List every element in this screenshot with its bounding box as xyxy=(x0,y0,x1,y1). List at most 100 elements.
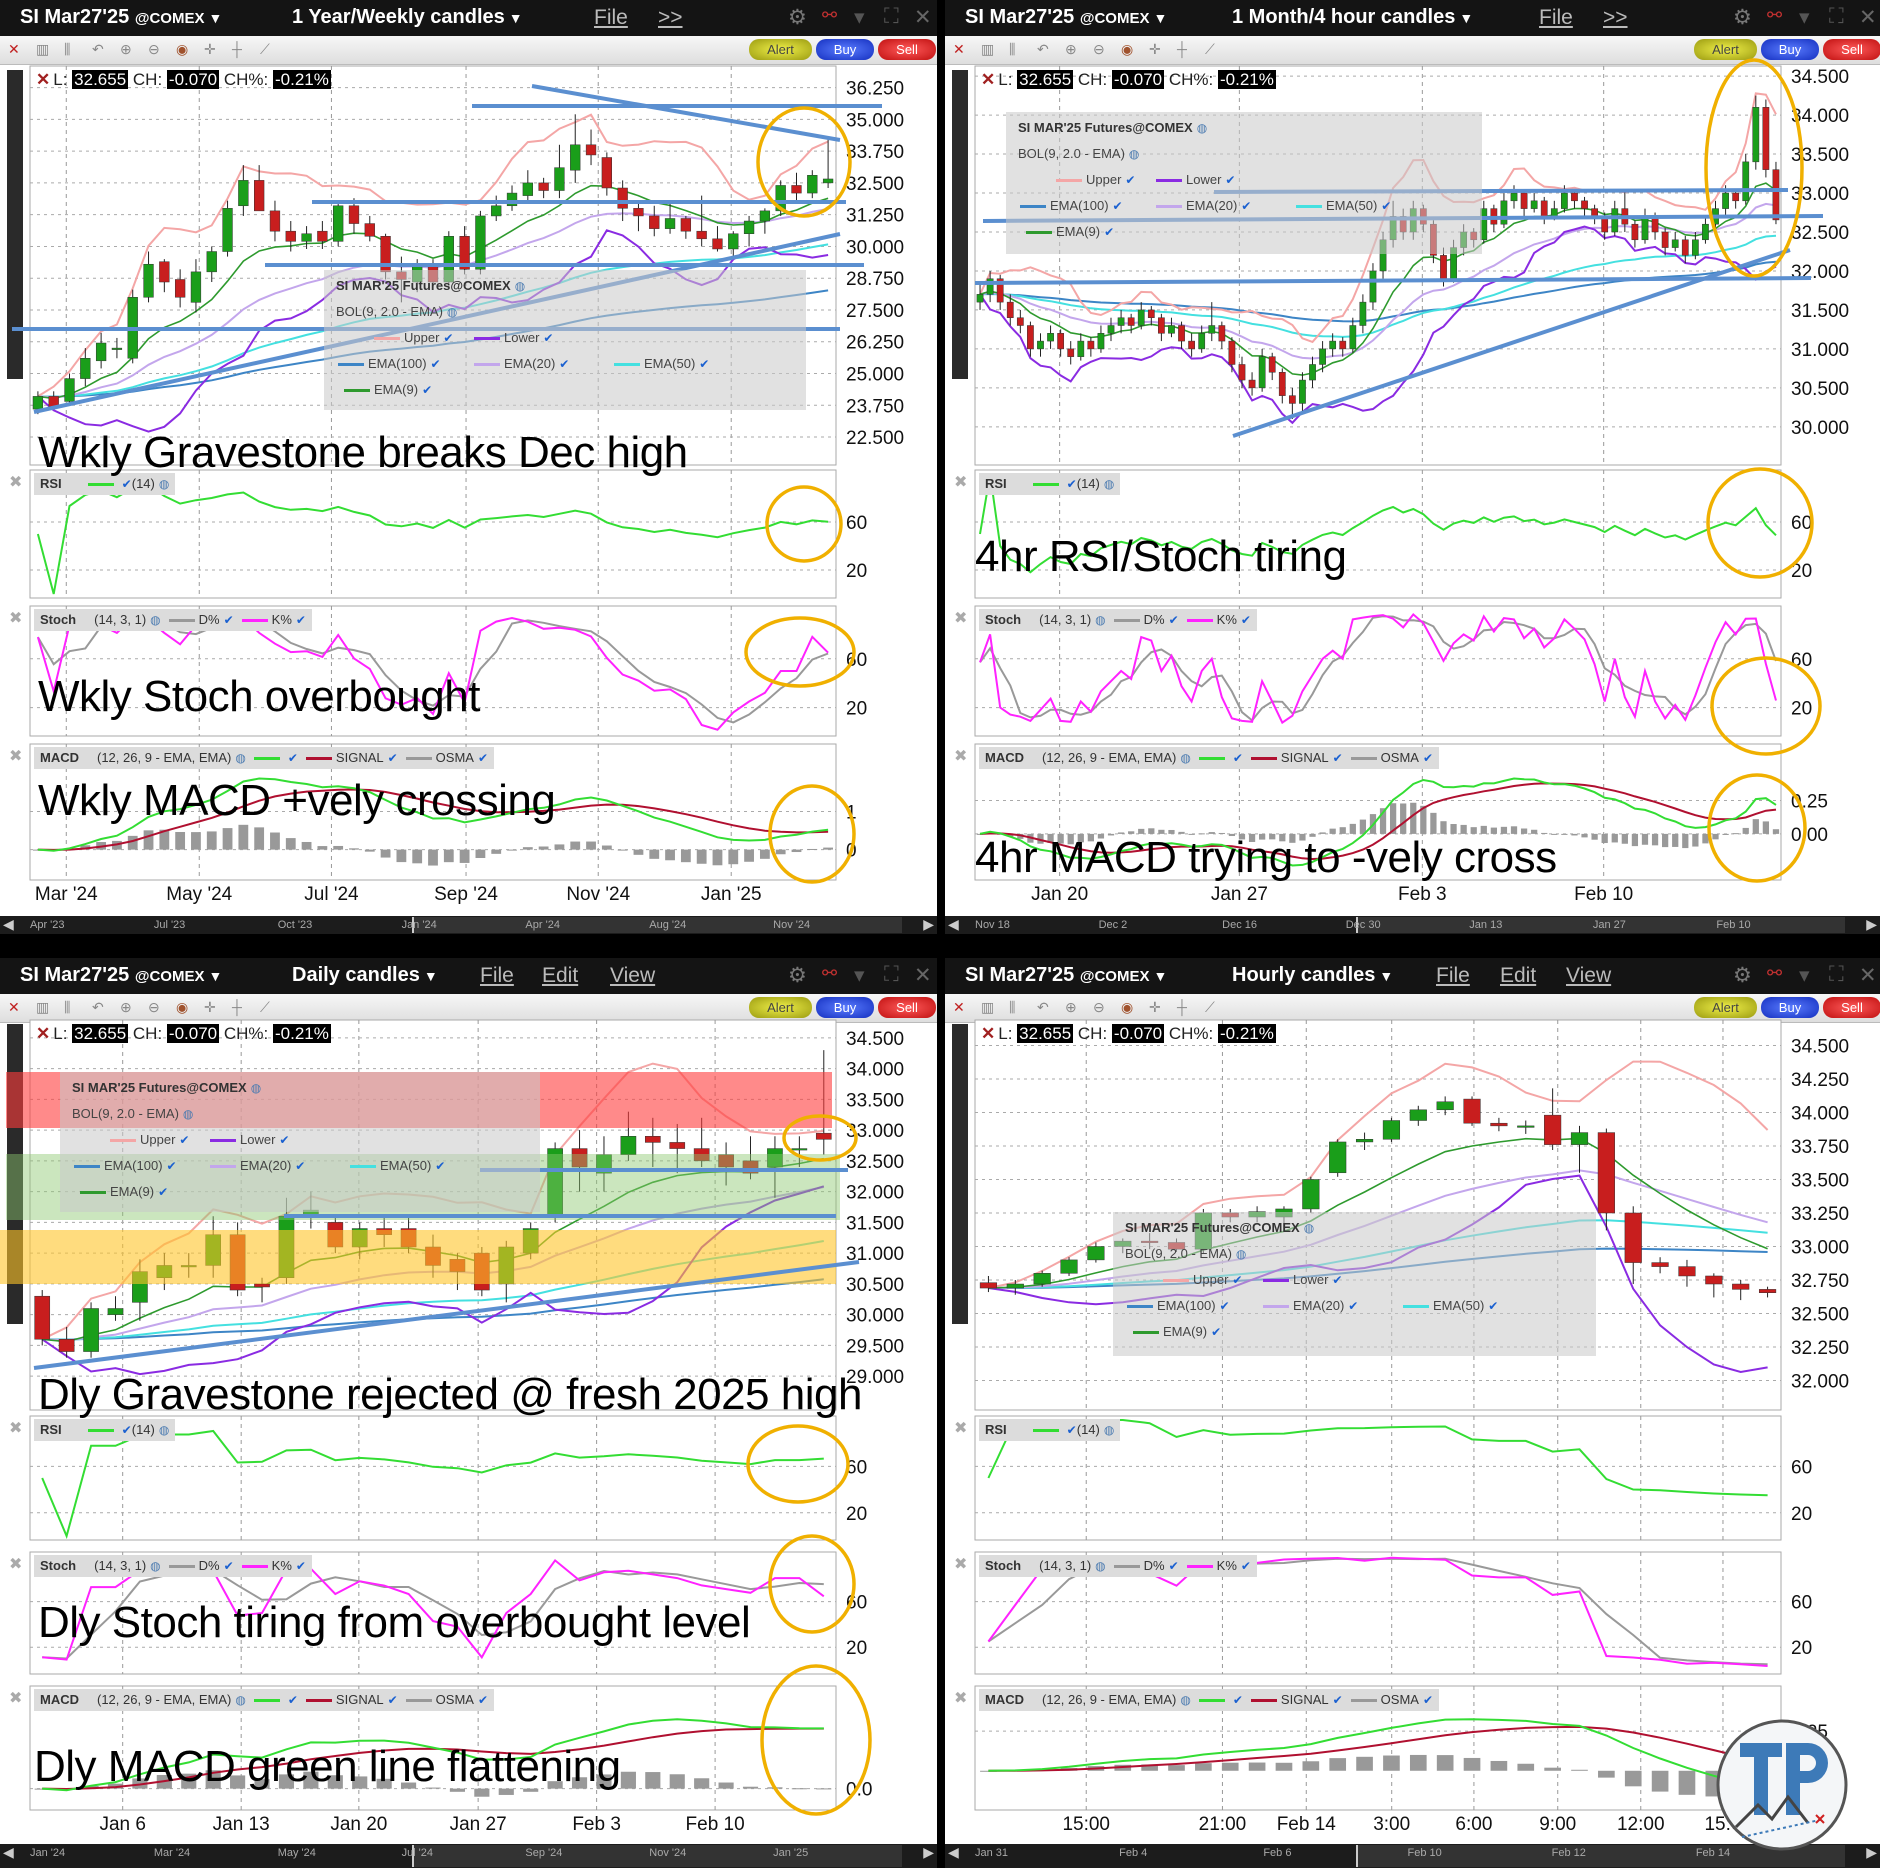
time-scrollbar[interactable]: ◀ ▶ Jan 31 Feb 4 Feb 6 Feb 10 Feb 12 Feb 14 xyxy=(945,1844,1880,1868)
menu-file[interactable]: File xyxy=(594,6,628,29)
zoom-in-icon[interactable]: ⊕ xyxy=(120,41,132,57)
settings-icon[interactable]: ◍ xyxy=(150,613,161,627)
draw-icon[interactable]: ↶ xyxy=(92,999,104,1015)
visibility-checkbox[interactable]: ✔ xyxy=(422,383,433,397)
zoom-out-icon[interactable]: ⊖ xyxy=(148,999,160,1015)
close-icon[interactable]: ✕ xyxy=(8,41,20,57)
gear-icon[interactable]: ⚙ xyxy=(1733,6,1752,29)
alert-button[interactable]: Alert xyxy=(749,997,812,1018)
maximize-icon[interactable]: ⛶ xyxy=(1829,963,1844,986)
collapse-pane-icon[interactable]: ✖ xyxy=(954,1420,968,1437)
visibility-checkbox[interactable]: ✔ xyxy=(1225,173,1236,187)
close-icon[interactable]: ✕ xyxy=(914,964,932,987)
visibility-checkbox[interactable]: ✔ xyxy=(223,613,234,627)
sell-button[interactable]: Sell xyxy=(1823,39,1880,60)
zoom-in-icon[interactable]: ⊕ xyxy=(1065,41,1077,57)
cursor-icon[interactable]: ┼ xyxy=(232,41,242,57)
candles-icon[interactable]: ⫼ xyxy=(64,41,71,57)
chevron-down-icon[interactable]: ▾ xyxy=(1799,6,1810,29)
symbol-selector[interactable]: SI Mar27'25 @COMEX ▼ xyxy=(20,964,222,987)
visibility-checkbox[interactable]: ✔ xyxy=(443,331,454,345)
symbol-selector[interactable]: SI Mar27'25 @COMEX ▼ xyxy=(965,964,1167,987)
visibility-checkbox[interactable]: ✔ xyxy=(1422,751,1434,765)
candles-icon[interactable]: ⫼ xyxy=(64,999,71,1015)
settings-icon[interactable]: ◍ xyxy=(150,1559,161,1573)
gear-icon[interactable]: ⚙ xyxy=(788,964,807,987)
pan-icon[interactable]: ✛ xyxy=(1149,999,1161,1015)
settings-icon[interactable]: ◍ xyxy=(182,1107,194,1121)
scrollbar-thumb[interactable] xyxy=(412,1845,902,1867)
draw-icon[interactable]: ↶ xyxy=(1037,41,1049,57)
cursor-icon[interactable]: ┼ xyxy=(1177,41,1187,57)
visibility-checkbox[interactable]: ✔ xyxy=(179,1133,190,1147)
visibility-checkbox[interactable]: ✔ xyxy=(1112,199,1123,213)
settings-icon[interactable]: ◍ xyxy=(1196,121,1208,135)
bar-chart-icon[interactable]: ▥ xyxy=(981,999,995,1015)
price-scroll-handle[interactable] xyxy=(952,1024,968,1324)
bar-chart-icon[interactable]: ▥ xyxy=(981,41,995,57)
scroll-right-icon[interactable]: ▶ xyxy=(1866,1844,1877,1860)
scroll-right-icon[interactable]: ▶ xyxy=(1866,916,1877,932)
visibility-checkbox[interactable]: ✔ xyxy=(1125,173,1136,187)
settings-icon[interactable]: ◍ xyxy=(235,751,246,765)
collapse-pane-icon[interactable]: ✖ xyxy=(9,1690,23,1707)
settings-icon[interactable]: ◍ xyxy=(446,305,458,319)
gear-icon[interactable]: ⚙ xyxy=(788,6,807,29)
visibility-checkbox[interactable]: ✔ xyxy=(430,357,441,371)
chevron-down-icon[interactable]: ▾ xyxy=(854,6,865,29)
pan-icon[interactable]: ✛ xyxy=(204,999,216,1015)
tool-icon[interactable]: ⟋ xyxy=(1205,41,1215,57)
crosshair-icon[interactable]: ◉ xyxy=(176,41,189,57)
collapse-pane-icon[interactable]: ✖ xyxy=(954,748,968,765)
visibility-checkbox[interactable]: ✔ xyxy=(223,1559,234,1573)
crosshair-icon[interactable]: ◉ xyxy=(1121,999,1134,1015)
visibility-checkbox[interactable]: ✔ xyxy=(559,357,570,371)
zoom-out-icon[interactable]: ⊖ xyxy=(1093,41,1105,57)
time-scrollbar[interactable]: ◀ ▶ Apr '23 Jul '23 Oct '23 Jan '24 Apr '24 Aug… xyxy=(0,916,937,934)
price-scroll-handle[interactable] xyxy=(952,70,968,379)
scrollbar-thumb[interactable] xyxy=(1356,1845,1845,1867)
menu-edit[interactable]: Edit xyxy=(542,964,579,987)
collapse-pane-icon[interactable]: ✖ xyxy=(954,474,968,491)
settings-icon[interactable]: ◍ xyxy=(250,1081,262,1095)
crosshair-icon[interactable]: ◉ xyxy=(176,999,189,1015)
visibility-checkbox[interactable]: ✔ xyxy=(295,1159,306,1173)
visibility-checkbox[interactable]: ✔ xyxy=(121,477,132,491)
timeframe-selector[interactable]: Hourly candles ▼ xyxy=(1232,964,1393,987)
link-icon[interactable]: ⚯ xyxy=(1767,5,1783,25)
buy-button[interactable]: Buy xyxy=(1761,39,1819,60)
visibility-checkbox[interactable]: ✔ xyxy=(279,1133,290,1147)
crosshair-icon[interactable]: ◉ xyxy=(1121,41,1134,57)
visibility-checkbox[interactable]: ✔ xyxy=(1241,199,1252,213)
settings-icon[interactable]: ◍ xyxy=(1095,1559,1106,1573)
scroll-left-icon[interactable]: ◀ xyxy=(948,916,959,932)
settings-icon[interactable]: ◍ xyxy=(1103,1423,1115,1437)
draw-icon[interactable]: ↶ xyxy=(1037,999,1049,1015)
scroll-left-icon[interactable]: ◀ xyxy=(3,916,14,932)
collapse-pane-icon[interactable]: ✖ xyxy=(9,748,23,765)
timeframe-selector[interactable]: Daily candles ▼ xyxy=(292,964,438,987)
link-icon[interactable]: ⚯ xyxy=(1767,963,1783,983)
visibility-checkbox[interactable]: ✔ xyxy=(295,613,306,627)
bar-chart-icon[interactable]: ▥ xyxy=(36,999,50,1015)
visibility-checkbox[interactable]: ✔ xyxy=(287,1693,298,1707)
settings-icon[interactable]: ◍ xyxy=(1303,1221,1315,1235)
visibility-checkbox[interactable]: ✔ xyxy=(1104,225,1115,239)
menu-moremore[interactable]: >> xyxy=(658,6,683,29)
sell-button[interactable]: Sell xyxy=(1823,997,1880,1018)
timeframe-selector[interactable]: 1 Month/4 hour candles ▼ xyxy=(1232,6,1473,29)
link-icon[interactable]: ⚯ xyxy=(822,5,838,25)
scrollbar-thumb[interactable] xyxy=(1356,917,1845,933)
zoom-out-icon[interactable]: ⊖ xyxy=(148,41,160,57)
visibility-checkbox[interactable]: ✔ xyxy=(1240,1559,1251,1573)
visibility-checkbox[interactable]: ✔ xyxy=(1422,1693,1434,1707)
maximize-icon[interactable]: ⛶ xyxy=(1829,5,1844,28)
close-icon[interactable]: ✕ xyxy=(1859,964,1877,987)
visibility-checkbox[interactable]: ✔ xyxy=(1332,751,1343,765)
buy-button[interactable]: Buy xyxy=(816,39,874,60)
collapse-pane-icon[interactable]: ✖ xyxy=(954,610,968,627)
menu-view[interactable]: View xyxy=(1566,964,1612,987)
visibility-checkbox[interactable]: ✔ xyxy=(477,751,489,765)
close-icon[interactable]: ✕ xyxy=(1859,6,1877,29)
zoom-in-icon[interactable]: ⊕ xyxy=(120,999,132,1015)
